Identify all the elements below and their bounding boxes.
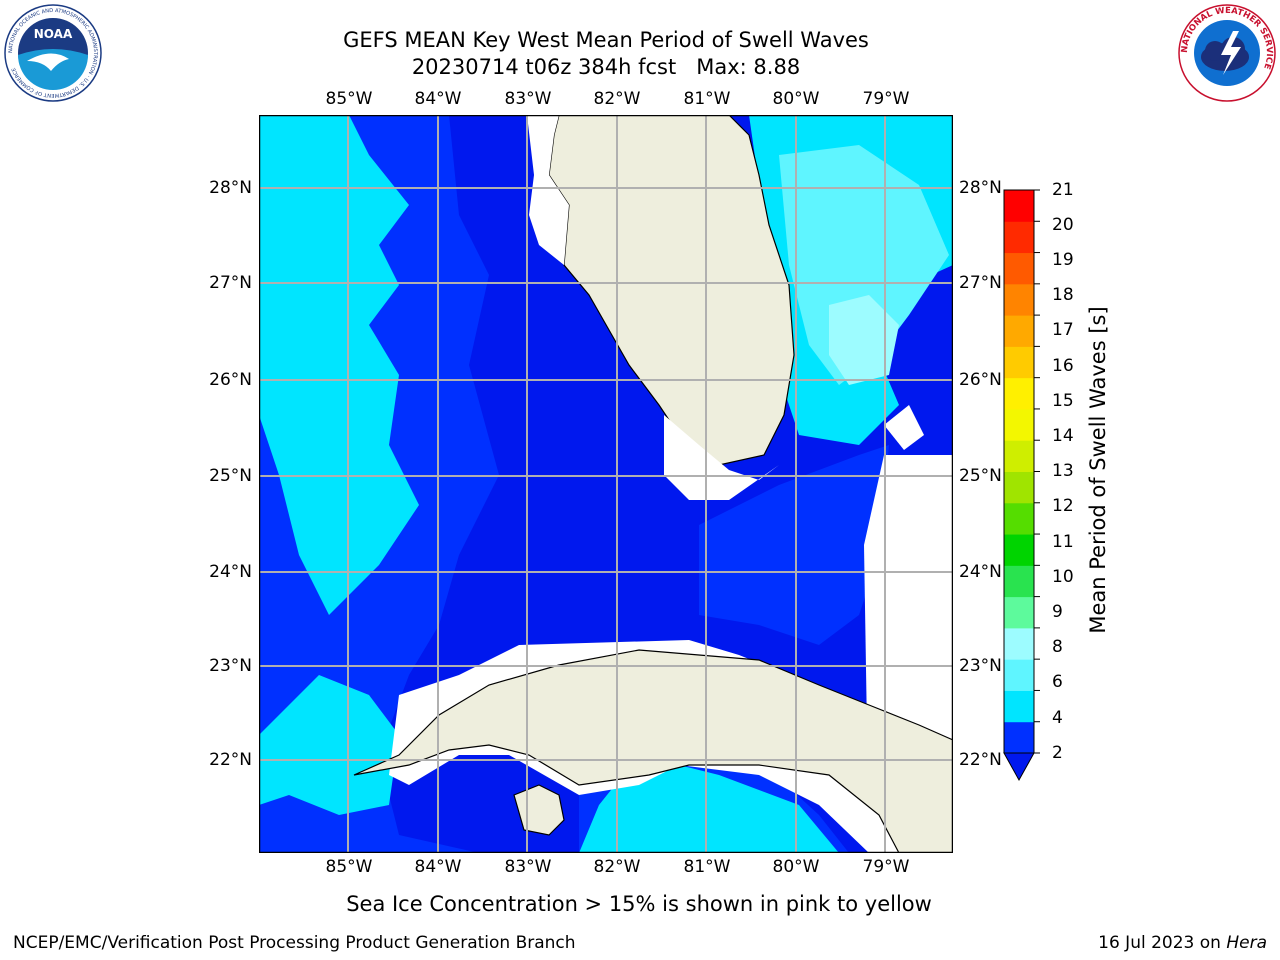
lat-right-label: 25°N — [959, 466, 1002, 486]
colorbar-tick-label: 11 — [1052, 532, 1074, 552]
colorbar-under-arrow — [1003, 752, 1035, 782]
footer-date: 16 Jul 2023 on Hera — [1098, 932, 1267, 954]
lon-top-label: 80°W — [772, 89, 820, 109]
colorbar-segment — [1004, 221, 1034, 254]
contour-band-4-6 — [259, 115, 419, 615]
lat-left-label: 26°N — [209, 370, 252, 390]
colorbar-tick-label: 6 — [1052, 672, 1063, 692]
colorbar-tick-label: 4 — [1052, 708, 1063, 728]
colorbar-tick-label: 18 — [1052, 285, 1074, 305]
lat-right-label: 24°N — [959, 562, 1002, 582]
map-gridlines — [259, 115, 953, 853]
colorbar-tick-label: 19 — [1052, 250, 1074, 270]
lat-left-label: 28°N — [209, 178, 252, 198]
lat-left-label: 24°N — [209, 562, 252, 582]
contour-band-2-4-east — [699, 445, 889, 645]
swell-period-map — [259, 115, 953, 853]
lon-top-label: 82°W — [593, 89, 641, 109]
florida-keys-nodata — [664, 415, 779, 500]
footer-date-text: 16 Jul 2023 on — [1098, 933, 1221, 953]
colorbar — [1003, 189, 1040, 782]
lon-top-label: 79°W — [862, 89, 910, 109]
lon-top-label: 81°W — [683, 89, 731, 109]
lon-bottom-label: 85°W — [325, 857, 373, 877]
colorbar-segment — [1004, 502, 1034, 535]
colorbar-segment — [1004, 190, 1034, 222]
bahamas-island-nodata — [884, 405, 924, 450]
footer-credit: NCEP/EMC/Verification Post Processing Pr… — [13, 933, 576, 953]
colorbar-segment — [1004, 627, 1034, 660]
lat-right-label: 22°N — [959, 750, 1002, 770]
colorbar-label-text: Mean Period of Swell Waves [s] — [1086, 306, 1110, 634]
colorbar-tick-label: 14 — [1052, 426, 1074, 446]
sea-ice-note: Sea Ice Concentration > 15% is shown in … — [346, 892, 932, 916]
colorbar-tick-label: 20 — [1052, 215, 1074, 235]
lat-right-label: 23°N — [959, 656, 1002, 676]
lon-bottom-label: 80°W — [772, 857, 820, 877]
lat-left-label: 27°N — [209, 273, 252, 293]
chart-title: GEFS MEAN Key West Mean Period of Swell … — [343, 28, 869, 52]
colorbar-tick-label: 21 — [1052, 180, 1074, 200]
contour-band-4-6-sw — [259, 675, 399, 815]
lat-left-label: 22°N — [209, 750, 252, 770]
max-value: Max: 8.88 — [696, 55, 801, 79]
colorbar-tick-label: 10 — [1052, 567, 1074, 587]
colorbar-tick-label: 9 — [1052, 602, 1063, 622]
colorbar-segment — [1004, 346, 1034, 379]
colorbar-segment — [1004, 690, 1034, 723]
colorbar-segment — [1004, 315, 1034, 347]
florida-nodata-margin — [527, 115, 569, 265]
chart-subtitle: 20230714 t06z 384h fcst Max: 8.88 — [256, 54, 956, 80]
noaa-logo-text: NOAA — [34, 27, 73, 41]
lat-left-label: 23°N — [209, 656, 252, 676]
colorbar-segment — [1004, 440, 1034, 472]
lat-right-label: 26°N — [959, 370, 1002, 390]
contour-band-7-8 — [829, 295, 899, 385]
colorbar-segment — [1004, 721, 1034, 754]
lon-bottom-label: 84°W — [414, 857, 462, 877]
colorbar-segment — [1004, 596, 1034, 629]
colorbar-segment — [1004, 534, 1034, 566]
lon-bottom-label: 81°W — [683, 857, 731, 877]
colorbar-tick-label: 13 — [1052, 461, 1074, 481]
colorbar-segment — [1004, 283, 1034, 316]
noaa-logo: NOAA NATIONAL OCEANIC AND ATMOSPHERIC AD… — [4, 4, 102, 102]
nws-logo: NATIONAL WEATHER SERVICE — [1178, 4, 1276, 102]
colorbar-tick-label: 15 — [1052, 391, 1074, 411]
footer-host: Hera — [1226, 933, 1267, 953]
colorbar-segment — [1004, 408, 1034, 441]
colorbar-tick-label: 8 — [1052, 637, 1063, 657]
colorbar-tick-label: 12 — [1052, 496, 1074, 516]
colorbar-segment — [1004, 659, 1034, 691]
lon-bottom-label: 83°W — [504, 857, 552, 877]
lat-left-label: 25°N — [209, 466, 252, 486]
forecast-run: 20230714 t06z 384h fcst — [411, 55, 677, 79]
lat-right-label: 28°N — [959, 178, 1002, 198]
lon-top-label: 85°W — [325, 89, 373, 109]
colorbar-tick-label: 17 — [1052, 320, 1074, 340]
contour-band-6-7 — [779, 145, 949, 385]
colorbar-segment — [1004, 252, 1034, 285]
lon-bottom-label: 82°W — [593, 857, 641, 877]
lat-right-label: 27°N — [959, 273, 1002, 293]
colorbar-segment — [1004, 471, 1034, 504]
colorbar-tick-label: 2 — [1052, 743, 1063, 763]
lon-top-label: 83°W — [504, 89, 552, 109]
lon-top-label: 84°W — [414, 89, 462, 109]
colorbar-segment — [1004, 565, 1034, 598]
colorbar-tick-label: 16 — [1052, 356, 1074, 376]
colorbar-segment — [1004, 377, 1034, 410]
lon-bottom-label: 79°W — [862, 857, 910, 877]
